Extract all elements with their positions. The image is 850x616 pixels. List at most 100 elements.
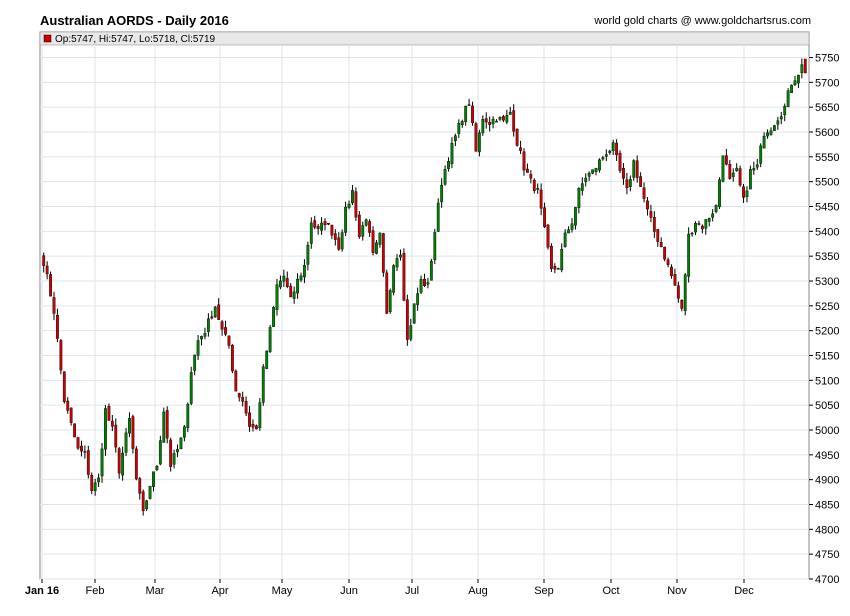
- candle-body: [628, 179, 632, 188]
- candle-body: [340, 232, 344, 250]
- candle-body: [337, 237, 341, 250]
- candle-body: [176, 449, 179, 453]
- candle-body: [189, 372, 193, 404]
- y-tick-label: 5350: [815, 251, 839, 263]
- candle-body: [405, 299, 409, 340]
- candle-body: [773, 125, 776, 131]
- candle-body: [45, 265, 49, 275]
- candle-body: [42, 255, 46, 266]
- candle-body: [416, 293, 420, 305]
- candle-body: [128, 418, 131, 434]
- candle-body: [275, 284, 279, 310]
- y-tick-label: 5400: [815, 226, 839, 238]
- candle-body: [755, 164, 759, 168]
- candle-body: [76, 437, 80, 449]
- candle-body: [244, 401, 248, 414]
- grid-layer: [40, 45, 809, 580]
- candle-body: [611, 142, 615, 152]
- candle-body: [158, 440, 162, 465]
- candle-body: [481, 118, 485, 134]
- candle-body: [313, 220, 317, 228]
- x-tick-label: Jun: [340, 585, 358, 597]
- candle-body: [550, 245, 553, 269]
- candle-body: [285, 278, 289, 287]
- candle-body: [488, 122, 492, 125]
- candle-body: [241, 397, 245, 402]
- candle-body: [402, 252, 406, 301]
- candle-body: [196, 340, 200, 356]
- candle-body: [793, 80, 797, 85]
- candle-body: [296, 278, 299, 294]
- x-tick-label: Apr: [211, 585, 228, 597]
- candle-body: [560, 248, 564, 271]
- candle-body: [721, 155, 725, 182]
- candle-body: [357, 214, 361, 237]
- candle-body: [399, 254, 402, 258]
- candle-body: [443, 169, 447, 185]
- y-tick-label: 5450: [815, 202, 839, 214]
- candle-body: [131, 416, 135, 449]
- y-tick-label: 5250: [815, 301, 839, 313]
- candle-body: [477, 132, 481, 153]
- candle-body: [282, 275, 286, 282]
- candle-body: [56, 314, 59, 339]
- candle-body: [484, 118, 488, 123]
- candle-body: [165, 410, 169, 439]
- candle-body: [584, 177, 588, 182]
- candle-body: [567, 229, 570, 234]
- candle-body: [598, 159, 601, 171]
- y-tick-label: 4700: [815, 574, 839, 586]
- y-tick-label: 4900: [815, 475, 839, 487]
- candle-body: [227, 335, 231, 346]
- candle-body: [580, 183, 584, 191]
- candle-body: [80, 445, 83, 452]
- candle-body: [155, 466, 159, 470]
- candle-body: [608, 150, 612, 153]
- candle-body: [344, 206, 347, 233]
- candle-body: [800, 64, 804, 73]
- candle-body: [381, 233, 385, 273]
- candle-body: [104, 408, 107, 450]
- y-tick-label: 4800: [815, 524, 839, 536]
- candle-body: [563, 232, 567, 247]
- candle-body: [73, 423, 76, 438]
- candle-body: [440, 184, 444, 203]
- candle-body: [594, 168, 598, 172]
- candle-body: [423, 278, 426, 287]
- candle-body: [546, 224, 550, 248]
- x-tick-label: Jan 16: [25, 585, 59, 597]
- y-axis: 4700 4750 4800 4850 4900 4950 5000 5050 5100 5150…: [809, 53, 839, 586]
- candle-body: [309, 222, 313, 244]
- candle-body: [182, 426, 186, 438]
- candle-body: [711, 213, 715, 218]
- candle-body: [90, 475, 94, 491]
- candle-body: [735, 167, 739, 172]
- candle-body: [748, 169, 752, 190]
- candle-body: [663, 246, 667, 260]
- candle-body: [574, 207, 577, 226]
- candle-body: [333, 233, 337, 240]
- candle-body: [255, 425, 258, 430]
- candle-body: [646, 200, 649, 210]
- candle-body: [124, 432, 128, 453]
- candle-body: [790, 84, 793, 94]
- candle-body: [759, 145, 763, 164]
- candle-body: [673, 274, 677, 286]
- candle-body: [134, 448, 138, 480]
- candle-body: [395, 258, 399, 268]
- candle-body: [385, 272, 389, 314]
- candle-body: [570, 223, 574, 230]
- candle-body: [700, 225, 704, 230]
- y-tick-label: 5150: [815, 351, 839, 363]
- x-axis: Jan 16 Feb Mar Apr May Jun Jul Aug Sep Oct Nov Dec: [25, 579, 754, 597]
- candle-body: [303, 265, 306, 278]
- y-tick-label: 5650: [815, 102, 839, 114]
- y-tick-label: 5100: [815, 375, 839, 387]
- candle-body: [213, 306, 217, 318]
- candle-body: [659, 242, 663, 247]
- candle-body: [601, 157, 605, 160]
- candle-body: [436, 202, 440, 232]
- candle-body: [635, 160, 639, 178]
- candle-body: [220, 321, 224, 330]
- candle-body: [505, 114, 509, 123]
